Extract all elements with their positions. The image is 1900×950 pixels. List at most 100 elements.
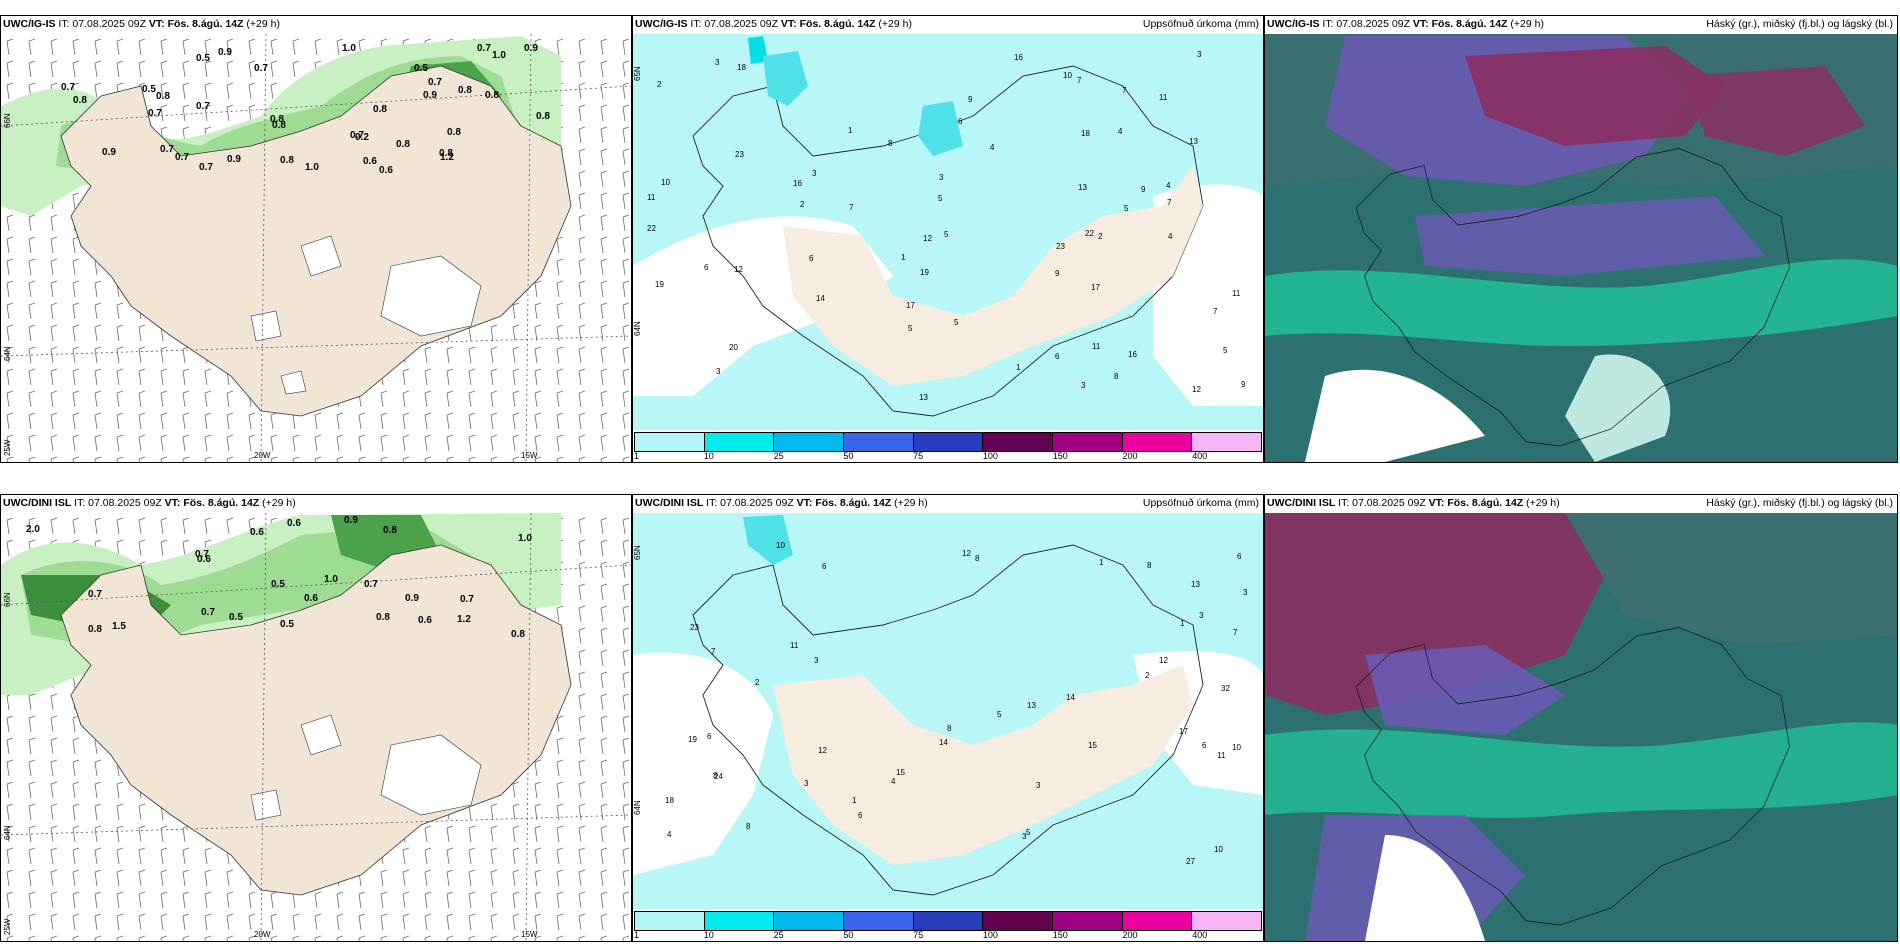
map-value-label: 6 [1237,552,1242,561]
map-value-label: 0.9 [102,147,116,158]
heavy-precip [918,101,963,156]
map-value-label: 0.8 [447,127,461,138]
map-value-label: 3 [1022,832,1027,841]
lon-label: 25W [3,439,12,456]
map-value-label: 0.6 [287,518,301,529]
map-value-label: 12 [923,234,932,243]
map-value-label: 15 [1088,741,1097,750]
cloud-map [1265,513,1897,941]
map-value-label: 0.8 [272,120,286,131]
map-value-label: 1.0 [518,533,532,544]
map-value-label: 3 [804,779,809,788]
map-value-label: 1 [901,253,906,262]
map-value-label: 1 [848,126,853,135]
mid-cloud [1365,645,1565,735]
map-value-label: 5 [938,194,943,203]
map-value-label: 0.7 [199,162,213,173]
map-value-label: 5 [997,710,1002,719]
map-value-label: 0.6 [379,165,393,176]
map-value-label: 4 [1166,181,1171,190]
dry-land [783,166,1203,386]
map-value-label: 24 [714,772,723,781]
colorbar-tick: 25 [773,451,784,461]
map-value-label: 12 [734,265,743,274]
map-value-label: 0.5 [271,579,285,590]
map-value-label: 0.8 [156,91,170,102]
dry-land [773,665,1193,865]
map-value-label: 0.5 [280,619,294,630]
map-value-label: 1.0 [492,50,506,61]
wind-map: 0.80.71.00.60.60.91.20.80.60.70.80.60.50… [1,512,631,941]
map-value-label: 0.7 [428,77,442,88]
map-value-label: 14 [816,294,825,303]
map-value-label: 19 [688,735,697,744]
map-value-label: 0.7 [195,549,209,560]
map-value-label: 0.5 [414,63,428,74]
map-value-label: 10 [1063,71,1072,80]
map-value-label: 3 [715,58,720,67]
map-value-label: 1.0 [342,43,356,54]
colorbar-swatch [635,433,705,451]
map-value-label: 23 [1056,242,1065,251]
map-value-label: 0.8 [458,85,472,96]
map-value-label: 1.2 [440,152,454,163]
colorbar-tick: 75 [913,451,924,461]
map-value-label: 22 [647,224,656,233]
colorbar-tick: 10 [703,930,714,940]
lon-label: 15W [521,451,538,460]
precip-map-panel-2: UWC/DINI ISL IT: 07.08.2025 09Z VT: Fös.… [632,494,1264,942]
lat-label: 65N [633,545,642,560]
map-value-label: 0.8 [439,148,453,159]
map-value-label: 0.8 [88,624,102,635]
iceland-outline [1355,627,1790,926]
colorbar-tick: 1 [634,451,640,461]
lat-label: 65N [633,66,642,81]
map-value-label: 11 [1232,289,1241,298]
map-value-label: 1 [1016,363,1021,372]
map-value-label: 0.7 [254,63,268,74]
map-value-label: 7 [849,203,854,212]
heavy-precip [763,51,808,106]
glacier [280,370,307,395]
map-value-label: 2 [657,80,662,89]
map-value-label: 2 [755,678,760,687]
lon-label: 15W [521,930,538,939]
map-value-label: 12 [1192,385,1201,394]
lon-label: 25W [3,918,12,935]
colorbar-tick: 25 [773,930,784,940]
map-value-label: 18 [665,796,674,805]
colorbar-swatch [913,912,984,930]
map-value-label: 6 [822,562,827,571]
cloud-map-panel-1: UWC/IG-IS IT: 07.08.2025 09Z VT: Fös. 8.… [1264,15,1898,463]
map-value-label: 5 [954,318,959,327]
colorbar-swatch [983,433,1054,451]
map-value-label: 10 [1232,743,1241,752]
colorbar-tick: 75 [913,930,924,940]
map-value-label: 3 [812,169,817,178]
colorbar-swatch [913,433,984,451]
map-value-label: 0.5 [229,612,243,623]
map-value-label: 32 [1221,684,1230,693]
map-value-label: 4 [990,143,995,152]
map-value-label: 0.8 [280,155,294,166]
glacier [300,714,342,756]
map-value-label: 11 [1159,93,1168,102]
glacier [300,235,342,277]
map-value-label: 2 [800,200,805,209]
wind-map-panel-2: UWC/DINI ISL IT: 07.08.2025 09Z VT: Fös.… [0,494,632,942]
map-value-label: 0.7 [61,82,75,93]
map-value-label: 0.7 [350,130,364,141]
map-value-label: 1.5 [112,621,126,632]
iceland-outline [1355,148,1790,447]
colorbar-swatch [844,912,914,930]
colorbar-swatch [1053,912,1123,930]
map-value-label: 7 [1077,76,1082,85]
map-value-label: 22 [1085,229,1094,238]
colorbar-tick: 100 [982,451,998,461]
map-value-label: 23 [735,150,744,159]
map-value-label: 1.0 [305,162,319,173]
colorbar-tick: 10 [703,451,714,461]
colorbar-swatch [1122,912,1193,930]
map-value-label: 0.7 [477,43,491,54]
glacier [250,789,282,821]
